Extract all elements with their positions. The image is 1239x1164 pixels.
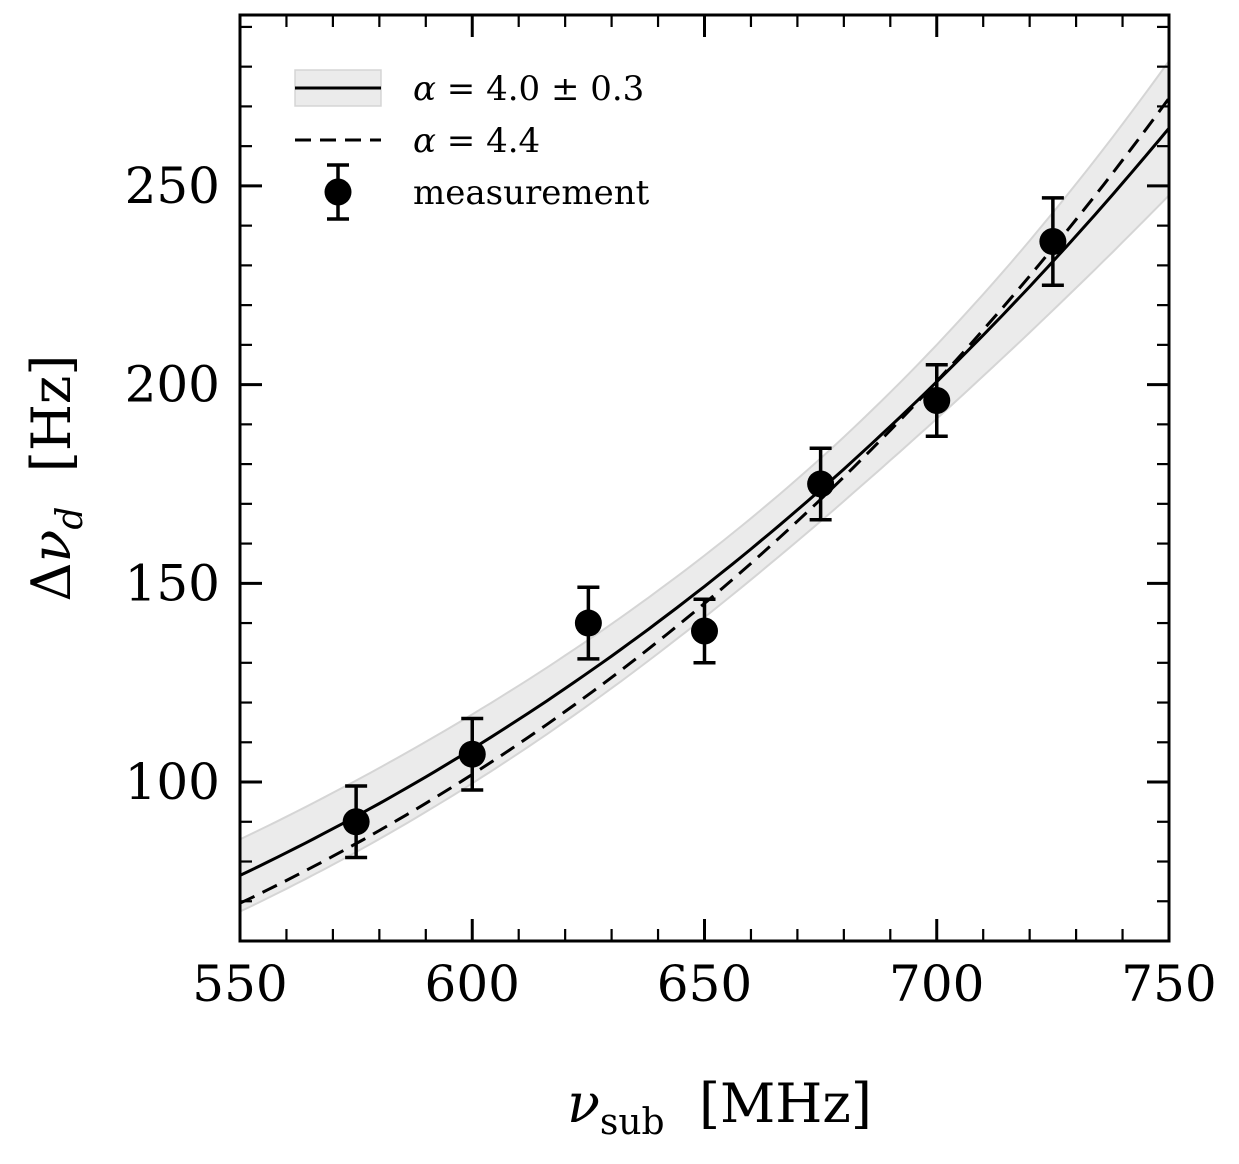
y-axis-label: Δνd [Hz]	[20, 355, 91, 602]
data-point-group	[342, 784, 370, 860]
x-tick-label: 700	[889, 955, 984, 1013]
y-tick-label: 200	[125, 356, 220, 414]
data-point-group	[691, 597, 718, 665]
data-point-group	[458, 716, 486, 792]
legend-label: α = 4.4	[413, 121, 540, 161]
data-point	[807, 470, 835, 498]
axis-ticks	[238, 15, 1171, 943]
legend-label: measurement	[413, 173, 650, 213]
y-tick-label: 100	[125, 753, 220, 811]
data-point	[1039, 228, 1067, 256]
data-point	[342, 808, 370, 836]
data-point-group	[923, 362, 951, 439]
confidence-band	[240, 61, 1169, 912]
x-tick-label: 550	[192, 955, 287, 1013]
data-point	[574, 609, 602, 637]
data-point	[691, 617, 718, 645]
data-point-group	[574, 585, 602, 661]
data-point	[458, 740, 486, 768]
legend: α = 4.0 ± 0.3 α = 4.4 measurement	[294, 69, 650, 221]
x-axis-label: νsub [MHz]	[567, 1072, 872, 1143]
data-point-group	[1039, 196, 1067, 287]
legend-label: α = 4.0 ± 0.3	[413, 69, 644, 109]
measurement-series	[342, 196, 1067, 860]
x-tick-label: 600	[425, 955, 520, 1013]
y-tick-label: 250	[125, 157, 220, 215]
confidence-band-upper-edge	[240, 60, 1169, 841]
y-tick-label: 150	[125, 554, 220, 612]
data-point-group	[807, 446, 835, 522]
data-point	[923, 387, 951, 415]
x-tick-label: 750	[1121, 955, 1216, 1013]
x-tick-label: 650	[657, 955, 752, 1013]
legend-marker	[324, 178, 352, 206]
fit-line-solid	[240, 127, 1169, 877]
tick-labels: 550 600 650 700 750 100 150 200 250	[125, 157, 1217, 1013]
